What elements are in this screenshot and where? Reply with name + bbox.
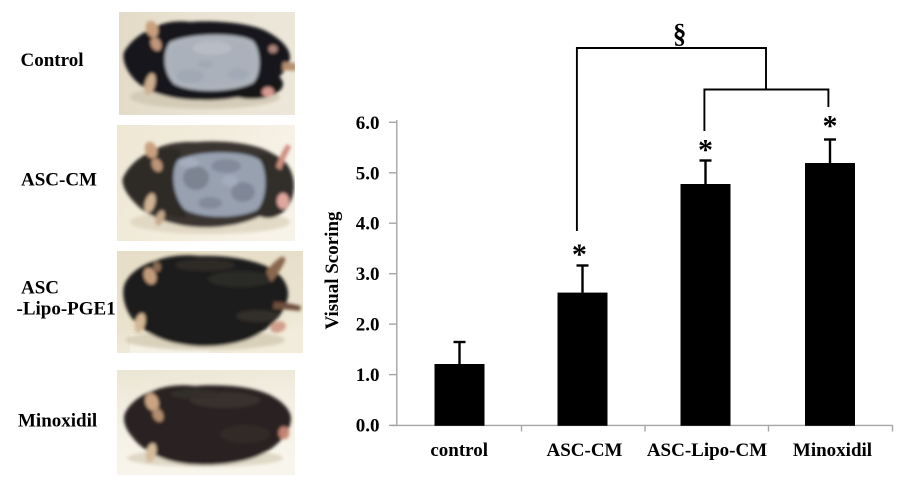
svg-text:Control: Control	[21, 50, 84, 71]
svg-text:Minoxidil: Minoxidil	[18, 411, 97, 432]
svg-text:ASC-CM: ASC-CM	[547, 440, 623, 461]
svg-text:*: *	[572, 238, 587, 271]
svg-text:Minoxidil: Minoxidil	[793, 440, 872, 461]
svg-text:1.0: 1.0	[356, 365, 380, 386]
svg-text:§: §	[673, 18, 687, 48]
svg-text:4.0: 4.0	[356, 214, 380, 235]
svg-text:2.0: 2.0	[356, 315, 380, 336]
svg-text:3.0: 3.0	[356, 264, 380, 285]
svg-text:-Lipo-PGE1: -Lipo-PGE1	[17, 299, 116, 320]
svg-text:*: *	[823, 109, 838, 142]
svg-text:control: control	[430, 440, 488, 461]
svg-text:Visual Scoring: Visual Scoring	[322, 211, 343, 330]
svg-text:0.0: 0.0	[356, 416, 380, 437]
svg-text:5.0: 5.0	[356, 163, 380, 184]
svg-text:ASC: ASC	[21, 278, 59, 299]
svg-text:6.0: 6.0	[356, 113, 380, 134]
svg-text:ASC-CM: ASC-CM	[21, 170, 97, 191]
svg-text:*: *	[698, 134, 713, 167]
svg-text:ASC-Lipo-CM: ASC-Lipo-CM	[647, 440, 767, 461]
